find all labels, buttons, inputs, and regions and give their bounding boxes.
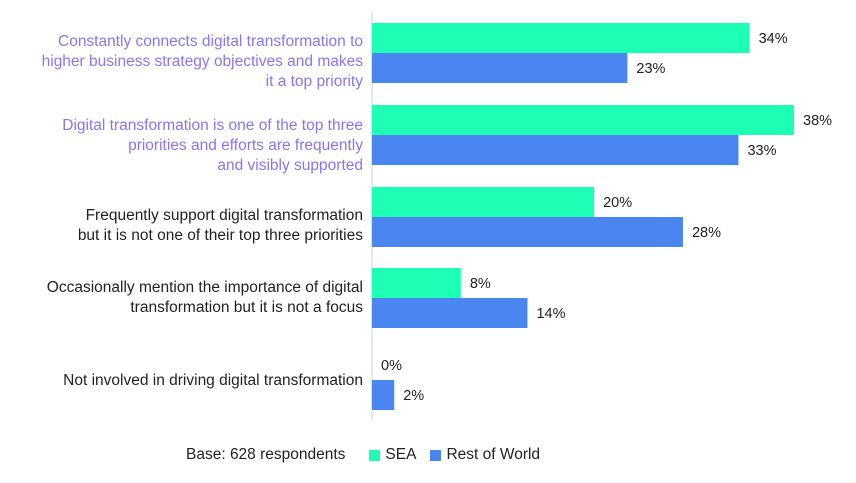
legend-item-sea: SEA (369, 446, 416, 464)
category-label-2: Digital transformation is one of the top… (62, 117, 363, 174)
data-label-rest-of-world-4: 14% (536, 306, 565, 322)
base-note: Base: 628 respondents (186, 446, 346, 463)
category-label-3: Frequently support digital transformatio… (77, 207, 363, 244)
data-label-sea-1: 34% (759, 31, 788, 47)
bar-rest-of-world-3 (372, 217, 683, 247)
category-label-4: Occasionally mention the importance of d… (46, 279, 363, 316)
legend-swatch-rest-of-world (430, 449, 442, 461)
data-label-sea-2: 38% (803, 113, 832, 129)
bar-sea-4 (372, 268, 461, 298)
data-label-rest-of-world-2: 33% (747, 143, 776, 159)
chart-footer: Base: 628 respondents SEA Rest of World (186, 444, 554, 466)
data-label-sea-4: 8% (470, 276, 491, 292)
data-label-sea-3: 20% (603, 195, 632, 211)
legend-swatch-sea (369, 449, 381, 461)
bar-rest-of-world-1 (372, 53, 628, 83)
legend-label-rest-of-world: Rest of World (446, 446, 541, 463)
data-label-rest-of-world-5: 2% (403, 388, 424, 404)
bar-sea-2 (372, 105, 794, 135)
data-label-rest-of-world-3: 28% (692, 225, 721, 241)
category-label-5: Not involved in driving digital transfor… (63, 372, 363, 389)
legend-item-rest-of-world: Rest of World (430, 446, 540, 464)
bar-rest-of-world-2 (372, 135, 739, 165)
bar-sea-3 (372, 187, 595, 217)
legend-label-sea: SEA (385, 446, 417, 463)
bar-sea-1 (372, 23, 750, 53)
category-label-1: Constantly connects digital transformati… (41, 33, 363, 90)
data-label-sea-5: 0% (381, 358, 402, 374)
data-label-rest-of-world-1: 23% (636, 61, 665, 77)
bar-rest-of-world-5 (372, 380, 395, 410)
bar-rest-of-world-4 (372, 298, 528, 328)
bar-chart: 34% 23% 38% 33% 20% 28% 8% 14% 0%2% (371, 12, 832, 420)
